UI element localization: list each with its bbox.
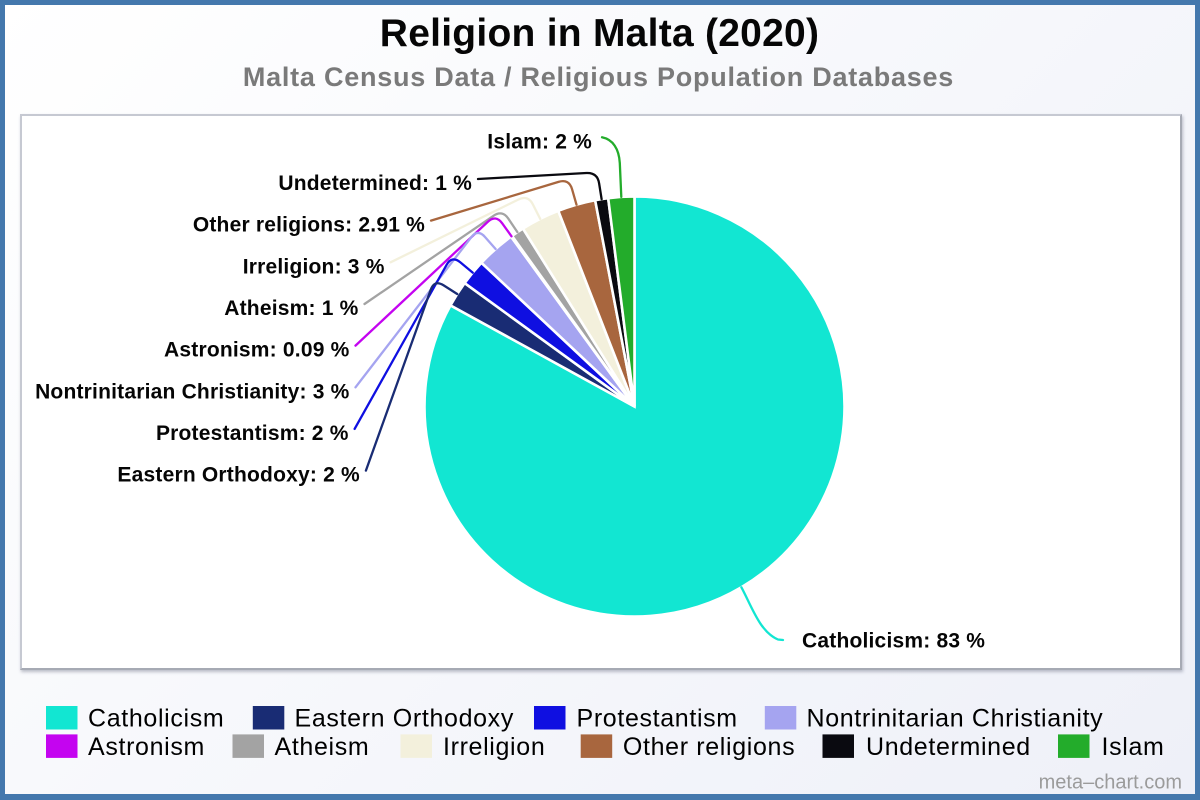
svg-text:Atheism: Atheism	[275, 733, 370, 761]
svg-text:Catholicism: Catholicism	[88, 705, 224, 733]
svg-text:Protestantism: Protestantism	[577, 705, 738, 733]
svg-text:Catholicism: 83 %: Catholicism: 83 %	[802, 630, 985, 653]
svg-text:Islam: Islam	[1102, 733, 1165, 761]
svg-text:Nontrinitarian Christianity: 3: Nontrinitarian Christianity: 3 %	[35, 380, 350, 403]
svg-text:Atheism: 1 %: Atheism: 1 %	[224, 297, 358, 320]
svg-text:Astronism: 0.09 %: Astronism: 0.09 %	[164, 339, 350, 362]
svg-text:Nontrinitarian Christianity: Nontrinitarian Christianity	[807, 705, 1104, 733]
svg-text:Malta Census Data / Religious: Malta Census Data / Religious Population…	[243, 62, 954, 92]
svg-text:Astronism: Astronism	[88, 733, 205, 761]
svg-text:Islam: 2 %: Islam: 2 %	[487, 130, 592, 153]
svg-text:Irreligion: Irreligion	[443, 733, 545, 761]
svg-text:Undetermined: Undetermined	[866, 733, 1031, 761]
svg-text:Undetermined: 1 %: Undetermined: 1 %	[278, 172, 472, 195]
svg-text:Protestantism: 2 %: Protestantism: 2 %	[156, 422, 349, 445]
svg-text:Other religions: Other religions	[623, 733, 795, 761]
svg-text:Eastern Orthodoxy: 2 %: Eastern Orthodoxy: 2 %	[117, 464, 360, 487]
svg-text:Religion in Malta (2020): Religion in Malta (2020)	[380, 12, 819, 55]
svg-text:meta–chart.com: meta–chart.com	[1039, 772, 1182, 794]
svg-text:Eastern Orthodoxy: Eastern Orthodoxy	[295, 705, 515, 733]
svg-text:Other religions: 2.91 %: Other religions: 2.91 %	[193, 214, 425, 237]
svg-text:Irreligion: 3 %: Irreligion: 3 %	[243, 255, 385, 278]
